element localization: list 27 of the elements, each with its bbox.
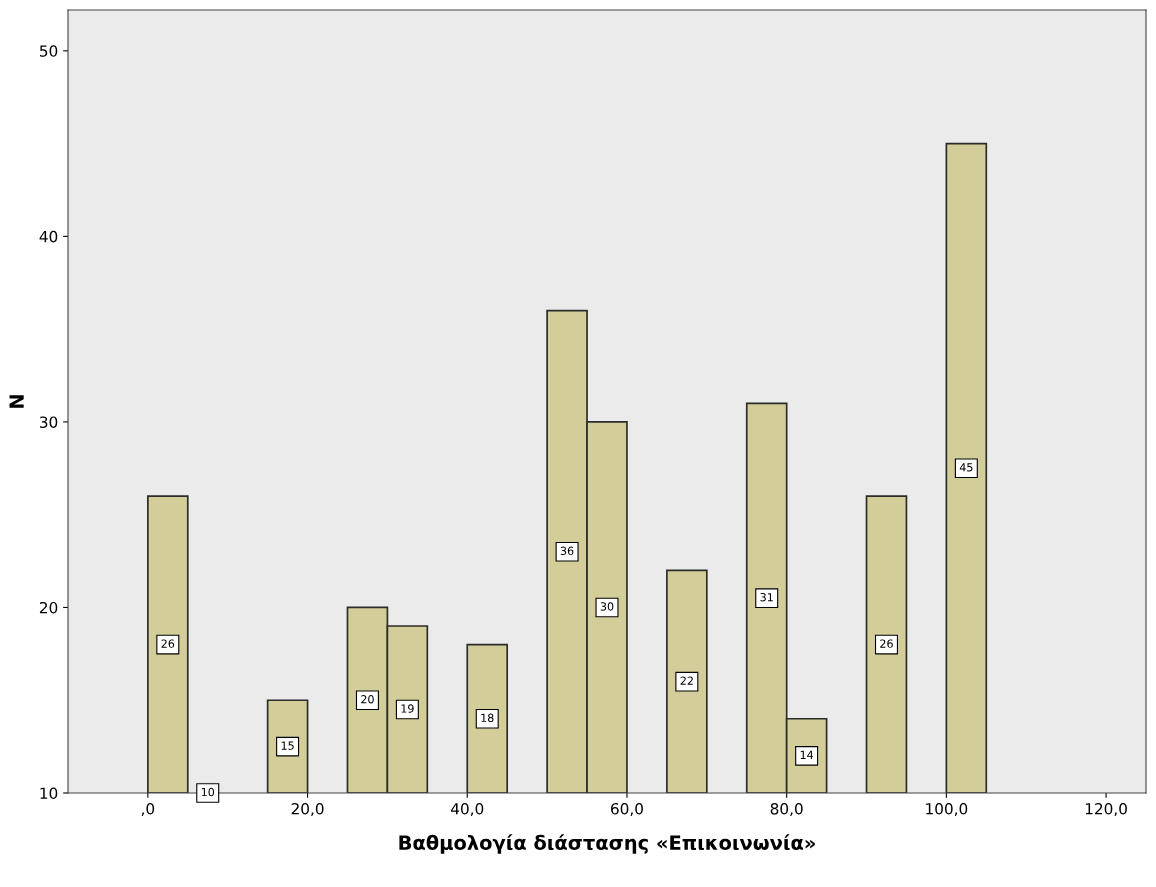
data-label: 31 xyxy=(760,593,773,602)
x-tick-label: 20,0 xyxy=(291,802,324,817)
x-axis-title: Βαθμολογία διάστασης «Επικοινωνία» xyxy=(399,834,815,854)
data-label: 14 xyxy=(800,750,814,759)
data-label: 10 xyxy=(201,787,215,797)
y-tick-label: 20 xyxy=(39,601,58,614)
data-label: 26 xyxy=(161,639,175,648)
y-tick-label: 50 xyxy=(40,45,58,57)
x-tick-label: 120,0 xyxy=(1085,802,1127,817)
x-tick-label: 80,0 xyxy=(770,802,803,817)
x-tick-label: 40,0 xyxy=(451,802,484,817)
data-label: 19 xyxy=(401,704,414,713)
data-label: 15 xyxy=(281,741,294,750)
data-label: 20 xyxy=(361,695,374,704)
data-label: 36 xyxy=(560,546,574,556)
data-label: 45 xyxy=(959,463,973,472)
y-tick-label: 40 xyxy=(39,230,58,243)
data-label: 22 xyxy=(680,676,693,685)
y-tick-label: 30 xyxy=(40,416,58,428)
y-tick-label: 10 xyxy=(40,787,58,800)
data-label: 26 xyxy=(880,639,893,648)
x-tick-label: 60,0 xyxy=(611,802,643,817)
y-axis-title: N xyxy=(9,395,24,408)
data-label: 30 xyxy=(600,602,614,611)
x-tick-label: 100,0 xyxy=(926,802,968,817)
x-tick-label: ,0 xyxy=(141,802,155,817)
data-label: 18 xyxy=(481,713,494,723)
